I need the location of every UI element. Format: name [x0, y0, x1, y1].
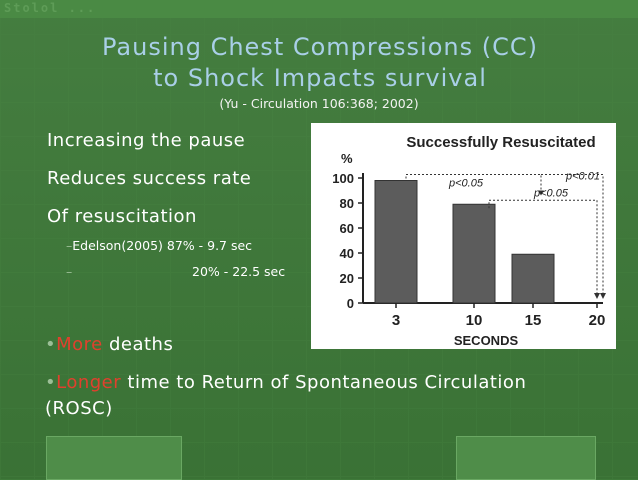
footer-box-left [46, 436, 182, 480]
x-tick-label: 3 [392, 312, 400, 329]
dash-marker: – [66, 264, 73, 279]
bracket-3-15 [406, 174, 542, 193]
more-rest: deaths [102, 334, 174, 355]
bullet-longer: •Longer time to Return of Spontaneous Ci… [45, 372, 526, 393]
bar-10 [452, 203, 496, 304]
highlight-longer: Longer [56, 372, 122, 393]
bar-chart: Successfully Resuscitated % SECONDS 0 20 4… [332, 134, 606, 348]
bullet-mark: • [45, 334, 57, 355]
y-tick-label: 20 [340, 271, 354, 286]
top-strip: Stolol ... [0, 0, 638, 18]
top-strip-text: Stolol ... [4, 1, 97, 15]
p-value-annotation: p<0.05 [533, 187, 569, 199]
highlight-more: More [56, 334, 103, 355]
bracket-10-20 [488, 199, 598, 295]
x-tick-label: 10 [466, 312, 483, 329]
sub-bullet-edelson: –Edelson(2005) 87% - 9.7 sec [66, 238, 252, 253]
footer-box-right [456, 436, 596, 480]
longer-rest: time to Return of Spontaneous Circulatio… [121, 372, 527, 393]
slide-title-line1: Pausing Chest Compressions (CC) [102, 33, 538, 61]
y-tick-label: 80 [340, 196, 354, 211]
arrow-15 [538, 190, 544, 196]
y-tick-label: 40 [340, 246, 354, 261]
bullet-reduces: Reduces success rate [47, 168, 252, 189]
x-tick-label: 20 [589, 312, 606, 329]
y-tick-label: 100 [332, 171, 354, 186]
sub-source: Edelson(2005) [72, 238, 163, 253]
sub-value: 87% - 9.7 sec [166, 238, 253, 253]
bullet-mark: • [45, 372, 57, 393]
bullet-resuscitation: Of resuscitation [47, 206, 197, 227]
sub-bullet-second: – 20% - 22.5 sec [66, 264, 285, 279]
bullet-longer-line2: (ROSC) [45, 398, 113, 419]
bar-15 [511, 253, 555, 304]
citation: (Yu - Circulation 106:368; 2002) [219, 96, 419, 111]
bracket-3-20 [541, 174, 604, 295]
arrow-20 [600, 293, 606, 299]
dash-marker: – [66, 238, 73, 253]
p-value-annotation: p<0.05 [448, 178, 484, 190]
chart-panel: Successfully Resuscitated % SECONDS 0 20 4… [311, 123, 616, 349]
x-axis-label: SECONDS [454, 333, 519, 348]
sub-value: 20% - 22.5 sec [192, 264, 286, 279]
p-value-annotation: p<0.01 [565, 171, 600, 183]
chart-title: Successfully Resuscitated [406, 134, 595, 151]
bar-3 [374, 180, 418, 304]
x-tick-label: 15 [525, 312, 542, 329]
arrow-10-20 [594, 293, 600, 299]
bullet-more-deaths: •More deaths [45, 334, 173, 355]
y-axis-label: % [341, 151, 353, 166]
y-tick-label: 60 [340, 221, 354, 236]
slide-title-line2: to Shock Impacts survival [153, 64, 487, 92]
bullet-increasing: Increasing the pause [47, 130, 246, 151]
y-tick-label: 0 [347, 296, 354, 311]
